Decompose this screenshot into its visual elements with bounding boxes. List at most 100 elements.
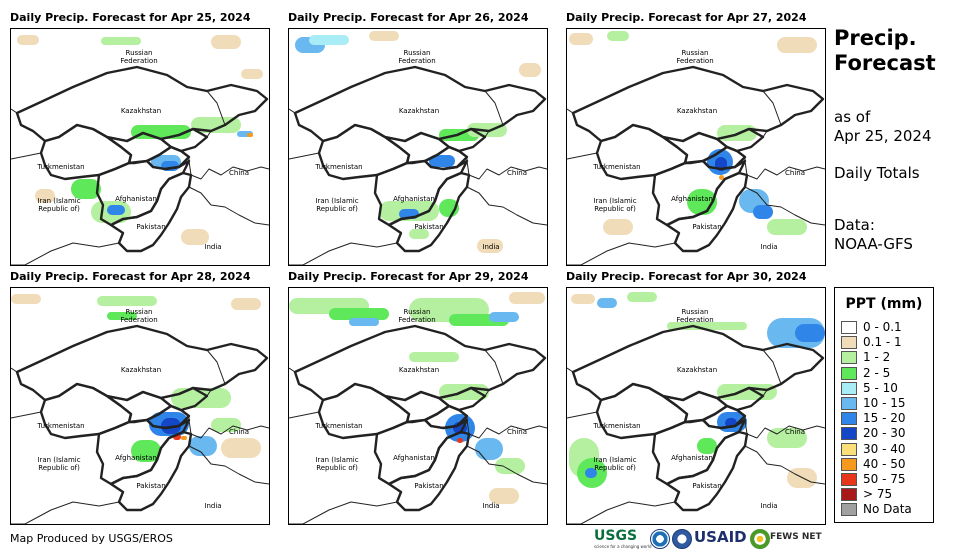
legend-label: 1 - 2 [863, 350, 891, 365]
label-turkmenistan-text: Turkmenistan [315, 422, 363, 430]
precip-patch [571, 294, 595, 304]
precip-field [11, 294, 269, 524]
border-kz [15, 324, 269, 402]
label-afghanistan-text: Afghanistan [115, 454, 157, 462]
legend-title-block: Precip. Forecast [834, 26, 964, 76]
precip-field [567, 292, 825, 524]
precip-patch [211, 35, 241, 49]
border-ir [289, 152, 402, 265]
precip-patch [329, 308, 389, 320]
legend-swatch [841, 488, 857, 502]
precip-patch [247, 133, 253, 137]
label-china-text: China [229, 428, 249, 436]
precip-map: Russian Federation Kazakhstan Turkmenistan C… [566, 287, 826, 525]
label-china: China [219, 169, 259, 177]
label-afghanistan: Afghanistan [662, 454, 722, 462]
precip-map: Russian Federation Kazakhstan Turkmenistan C… [10, 287, 270, 525]
precip-patch [717, 384, 777, 400]
noaa-seal-icon [650, 529, 670, 549]
label-turkmenistan-text: Turkmenistan [37, 422, 85, 430]
precip-patch [569, 33, 593, 45]
label-russia-text: Federation [120, 316, 158, 324]
title-line-2: Forecast [834, 51, 936, 75]
as-of-label: as of [834, 108, 871, 126]
fews-net-emblem-icon [750, 529, 770, 549]
precip-patch [211, 418, 241, 432]
border-kz [293, 65, 547, 143]
label-turkmenistan: Turkmenistan [309, 163, 369, 171]
precip-field [289, 31, 547, 265]
border-ru [567, 108, 574, 114]
legend-swatch [841, 442, 857, 456]
precip-patch [171, 388, 231, 408]
legend-heading: PPT (mm) [845, 296, 923, 312]
border-pk [387, 430, 471, 512]
legend-item: 1 - 2 [841, 350, 931, 365]
precip-map: Russian Federation Kazakhstan Turkmenistan C… [10, 28, 270, 266]
precip-field [567, 31, 825, 265]
border-ir [567, 411, 680, 524]
panel-title: Daily Precip. Forecast for Apr 26, 2024 [288, 11, 529, 24]
label-russia-text: Russian [681, 49, 709, 57]
label-pakistan-text: Pakistan [414, 482, 444, 490]
label-afghanistan-text: Afghanistan [115, 195, 157, 203]
as-of-date: Apr 25, 2024 [834, 127, 932, 145]
legend-swatch [841, 427, 857, 441]
label-turkmenistan-text: Turkmenistan [37, 163, 85, 171]
precip-patch [767, 219, 807, 235]
label-pakistan-text: Pakistan [136, 223, 166, 231]
precip-map: Russian Federation Kazakhstan Turkmenistan C… [566, 28, 826, 266]
border-in [466, 445, 547, 485]
label-india: India [193, 502, 233, 510]
label-iran-text: Iran (Islamic [37, 197, 81, 205]
precip-map: Russian Federation Kazakhstan Turkmenistan C… [288, 287, 548, 525]
label-pakistan: Pakistan [399, 482, 459, 490]
precip-patch [477, 239, 503, 253]
label-turkmenistan: Turkmenistan [587, 422, 647, 430]
label-india-text: India [204, 502, 222, 510]
label-russia: Russian Federation [665, 308, 725, 324]
legend-swatch [841, 503, 857, 517]
precip-patch [17, 35, 39, 45]
usgs-logo: USGS science for a changing world [594, 528, 652, 549]
border-in [744, 445, 825, 485]
precip-patch [597, 298, 617, 308]
label-pakistan-text: Pakistan [414, 223, 444, 231]
label-afghanistan-text: Afghanistan [671, 454, 713, 462]
precip-patch [409, 352, 459, 362]
precip-patch [519, 63, 541, 77]
border-in [188, 186, 269, 226]
label-iran-text: Republic of) [316, 205, 358, 213]
border-kz [571, 65, 825, 143]
precip-patch [309, 35, 349, 45]
label-afghanistan: Afghanistan [384, 195, 444, 203]
precip-patch [97, 296, 157, 306]
legend-swatch [841, 412, 857, 426]
legend-label: 0.1 - 1 [863, 335, 902, 350]
label-china-text: China [507, 428, 527, 436]
border-cn [458, 90, 547, 180]
legend-label: 30 - 40 [863, 441, 906, 456]
label-russia-text: Russian [403, 49, 431, 57]
precip-patch [241, 69, 263, 79]
label-turkmenistan: Turkmenistan [587, 163, 647, 171]
label-iran-text: Republic of) [316, 464, 358, 472]
label-russia: Russian Federation [109, 308, 169, 324]
fews-net-logo: FEWS NET [770, 532, 822, 542]
label-iran: Iran (Islamic Republic of) [29, 456, 89, 472]
legend-label: 40 - 50 [863, 456, 906, 471]
border-cn [180, 349, 269, 439]
label-russia: Russian Federation [109, 49, 169, 65]
label-kazakhstan-text: Kazakhstan [120, 366, 162, 374]
precip-patch [369, 31, 399, 41]
precip-patch [221, 438, 261, 458]
label-china-text: China [229, 169, 249, 177]
label-kazakhstan: Kazakhstan [384, 107, 454, 115]
legend-swatch [841, 457, 857, 471]
border-in [466, 186, 547, 226]
label-kazakhstan-text: Kazakhstan [676, 366, 718, 374]
label-russia: Russian Federation [387, 49, 447, 65]
legend-item: 15 - 20 [841, 411, 931, 426]
legend-item: 0 - 0.1 [841, 320, 931, 335]
precip-patch [607, 31, 629, 41]
